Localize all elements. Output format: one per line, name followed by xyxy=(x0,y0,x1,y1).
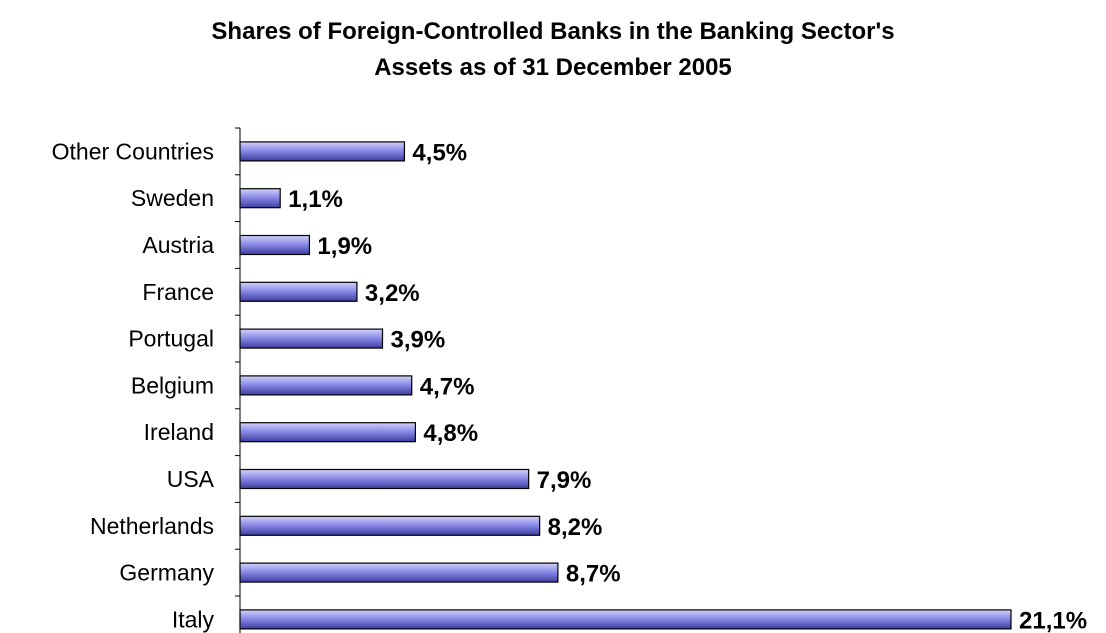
category-label: Netherlands xyxy=(90,513,214,539)
bar xyxy=(239,375,413,396)
bar xyxy=(239,234,311,256)
data-label: 3,2% xyxy=(365,280,420,307)
bar xyxy=(239,468,530,490)
category-label: Other Countries xyxy=(52,138,214,164)
data-label: 1,1% xyxy=(288,186,343,213)
bar xyxy=(239,328,384,349)
data-label: 1,9% xyxy=(317,233,372,260)
category-label: Portugal xyxy=(128,326,214,352)
chart-title-line-1: Shares of Foreign-Controlled Banks in th… xyxy=(211,18,895,45)
category-label: USA xyxy=(167,466,215,492)
data-label: 4,7% xyxy=(420,373,475,400)
chart-title-line-2: Assets as of 31 December 2005 xyxy=(374,54,732,81)
data-label: 21,1% xyxy=(1019,607,1087,633)
category-label: Belgium xyxy=(131,372,214,398)
bar xyxy=(239,562,559,583)
plot-area: Other Countries 4,5% Sweden 1,1% Austria 1,9%… xyxy=(52,127,1087,633)
bar xyxy=(239,188,281,209)
bar xyxy=(239,281,358,302)
chart-title: Shares of Foreign-Controlled Banks in th… xyxy=(0,14,1106,86)
data-label: 4,5% xyxy=(412,139,467,166)
category-label: France xyxy=(142,279,214,305)
data-label: 8,2% xyxy=(548,514,603,541)
category-label: Italy xyxy=(172,606,215,632)
bar xyxy=(239,141,406,162)
data-label: 4,8% xyxy=(423,420,478,447)
data-label: 3,9% xyxy=(391,327,446,354)
bar xyxy=(239,515,541,536)
category-label: Austria xyxy=(142,232,214,258)
category-label: Germany xyxy=(119,560,214,586)
bar xyxy=(239,422,416,443)
category-label: Sweden xyxy=(131,185,214,211)
category-label: Ireland xyxy=(144,419,214,445)
bar xyxy=(239,609,1012,630)
data-label: 7,9% xyxy=(537,467,592,494)
data-label: 8,7% xyxy=(566,561,621,588)
